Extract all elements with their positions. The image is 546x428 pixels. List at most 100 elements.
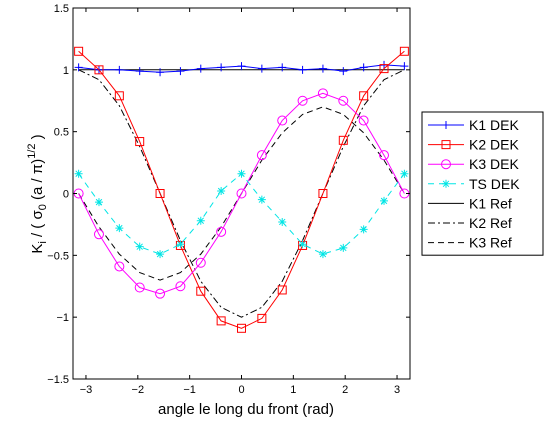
legend-label-k2-dek: K2 DEK [469, 137, 519, 153]
data-point-k1-dek-10 [278, 63, 287, 72]
y-label-sup: 1/2 [26, 143, 38, 158]
series-ts-dek [74, 169, 409, 259]
series-k2-ref [78, 69, 405, 318]
data-point-ts-dek-13 [339, 243, 348, 252]
legend-entry-ts-dek: TS DEK [428, 176, 520, 192]
series-k1-dek [74, 60, 409, 77]
data-point-k1-dek-2 [115, 65, 124, 74]
x-tick-label-6: 3 [394, 384, 400, 396]
data-point-ts-dek-6 [196, 216, 205, 225]
data-point-k2-dek-7 [216, 316, 226, 326]
data-point-k1-dek-4 [156, 68, 165, 77]
data-point-k2-dek-13 [338, 135, 348, 145]
data-point-k2-dek-12 [318, 189, 328, 198]
data-point-k3-dek-14 [358, 115, 369, 126]
data-point-k1-dek-3 [135, 67, 144, 76]
series-k3-dek [73, 88, 410, 299]
data-point-ts-dek-15 [380, 196, 389, 205]
data-point-k3-dek-4 [155, 288, 166, 299]
data-point-k1-dek-14 [359, 63, 368, 72]
series-line-k3-dek [78, 92, 405, 295]
data-point-ts-dek-9 [257, 195, 266, 204]
data-point-k2-dek-1 [94, 65, 104, 75]
legend-entry-k2-ref: K2 Ref [428, 215, 512, 231]
data-point-k2-dek-14 [359, 91, 369, 101]
data-point-ts-dek-5 [176, 240, 185, 249]
data-point-k3-dek-12 [317, 88, 328, 99]
data-point-k3-dek-11 [297, 95, 308, 106]
data-point-k3-dek-15 [379, 150, 390, 161]
y-tick-label-4: 0.5 [54, 127, 69, 139]
data-point-ts-dek-3 [135, 242, 144, 251]
data-point-k1-dek-13 [339, 67, 348, 76]
y-tick-label-3: 0 [63, 189, 69, 201]
data-point-k2-dek-3 [135, 137, 145, 147]
legend-entry-k2-dek: K2 DEK [428, 137, 519, 153]
data-point-k3-dek-3 [134, 282, 145, 293]
x-tick-label-3: 0 [238, 384, 244, 396]
data-point-k1-dek-12 [318, 64, 327, 73]
x-tick-label-2: −1 [183, 384, 196, 396]
legend-label-k1-dek: K1 DEK [469, 117, 519, 133]
y-tick-label-1: −1 [56, 312, 69, 324]
data-point-k3-dek-6 [195, 257, 206, 268]
y-tick-label-2: −0.5 [47, 250, 69, 262]
y-label-sub-0: 0 [37, 204, 49, 210]
data-point-k3-dek-10 [277, 115, 288, 126]
y-label-sub-i: i [37, 241, 49, 243]
data-point-ts-dek-8 [237, 169, 246, 178]
series-line-k2-ref [78, 69, 405, 318]
legend-label-k2-ref: K2 Ref [469, 215, 512, 231]
data-point-k2-dek-2 [114, 91, 124, 101]
series-line-ts-dek [78, 172, 405, 255]
legend-entry-k1-dek: K1 DEK [428, 117, 519, 133]
y-tick-label-5: 1 [63, 65, 69, 77]
data-point-k1-dek-6 [196, 64, 205, 73]
data-point-k1-dek-5 [176, 67, 185, 76]
data-point-k3-dek-2 [114, 261, 125, 272]
data-point-k1-dek-16 [400, 62, 409, 71]
data-point-ts-dek-1 [94, 198, 103, 207]
data-point-k3-dek-8 [236, 188, 247, 199]
legend-marker-ts-dek [442, 179, 450, 188]
data-point-ts-dek-12 [318, 250, 327, 259]
data-point-ts-dek-7 [217, 187, 226, 196]
legend-entry-k3-dek: K3 DEK [428, 156, 519, 172]
series-k2-dek [74, 46, 409, 333]
data-point-k2-dek-15 [379, 64, 389, 74]
legend-label-k3-ref: K3 Ref [469, 235, 512, 251]
data-point-k1-dek-0 [74, 63, 83, 72]
data-point-ts-dek-0 [74, 169, 83, 178]
data-point-k1-dek-11 [298, 65, 307, 74]
x-tick-label-5: 2 [342, 384, 348, 396]
data-point-ts-dek-4 [156, 250, 165, 259]
data-point-k1-dek-7 [217, 63, 226, 72]
data-point-k3-dek-7 [216, 226, 227, 237]
legend-marker-k1-dek [442, 121, 450, 129]
plot-area [73, 46, 410, 333]
data-point-ts-dek-14 [359, 225, 368, 234]
data-point-k2-dek-4 [155, 189, 165, 198]
data-point-k3-dek-5 [175, 281, 186, 292]
data-point-k2-dek-0 [74, 46, 84, 56]
data-point-k1-dek-9 [257, 64, 266, 73]
legend-marker-k3-dek [441, 159, 451, 170]
data-point-k1-dek-8 [237, 62, 246, 71]
y-label-middle: / ( σ [29, 210, 46, 242]
data-point-ts-dek-2 [115, 224, 124, 233]
legend-label-k3-dek: K3 DEK [469, 156, 519, 172]
legend-label-k1-ref: K1 Ref [469, 195, 512, 211]
y-label-suffix: ) [29, 134, 46, 143]
data-point-ts-dek-10 [278, 217, 287, 226]
data-point-ts-dek-11 [298, 240, 307, 249]
series-line-k2-dek [78, 50, 405, 329]
legend: K1 DEK K2 DEK K3 DEK TS DEK K1 Ref K2 Ref K3 R… [421, 111, 544, 256]
data-point-k3-dek-9 [256, 150, 267, 161]
data-point-k3-dek-1 [93, 229, 104, 240]
data-point-ts-dek-16 [400, 169, 409, 178]
x-tick-label-0: −3 [80, 384, 93, 396]
data-point-k2-dek-9 [257, 313, 267, 323]
x-tick-label-4: 1 [290, 384, 296, 396]
y-tick-label-0: −1.5 [47, 374, 69, 386]
